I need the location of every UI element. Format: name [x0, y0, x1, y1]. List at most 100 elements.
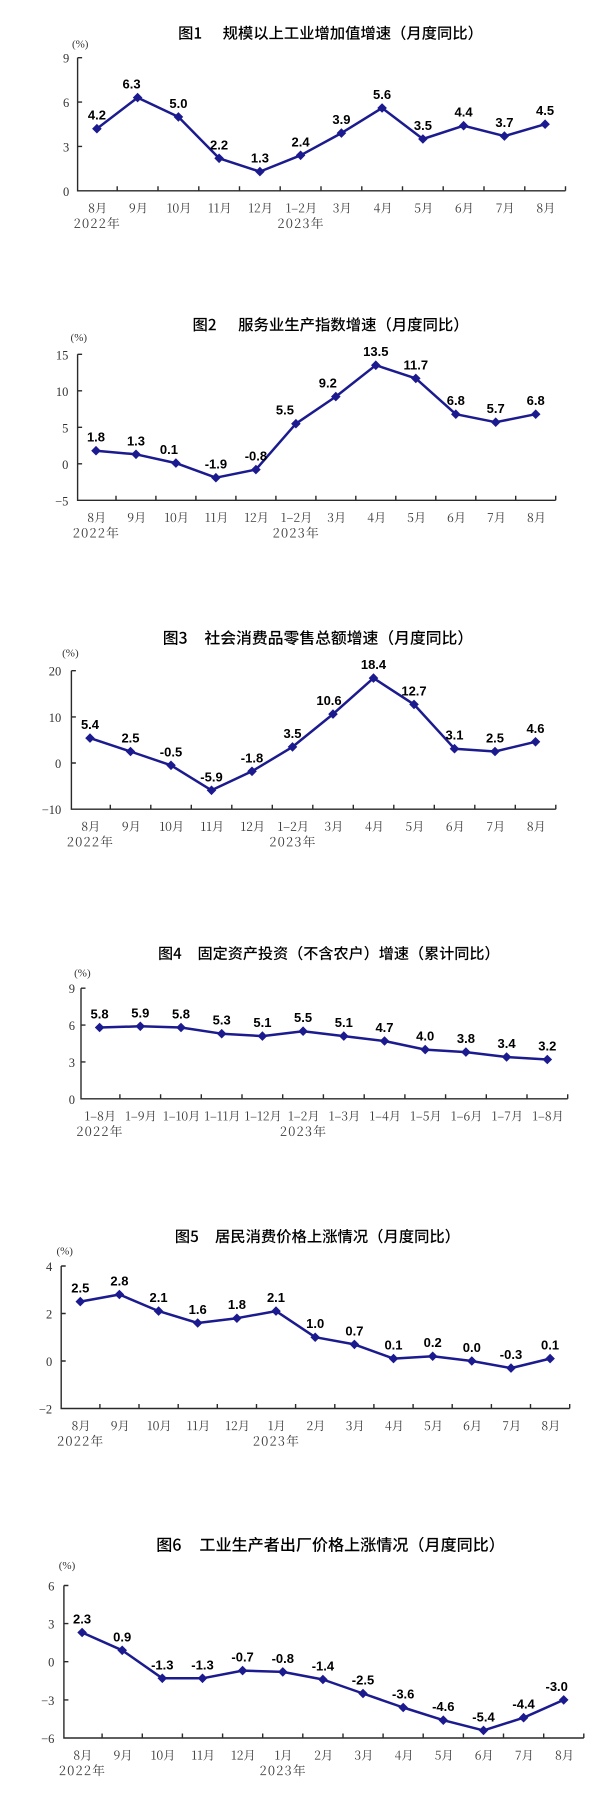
- svg-text:-4.6: -4.6: [432, 1699, 454, 1714]
- svg-text:10: 10: [56, 385, 69, 399]
- svg-text:5.4: 5.4: [81, 717, 100, 732]
- svg-text:10: 10: [49, 711, 62, 725]
- svg-text:(%): (%): [72, 38, 89, 50]
- svg-text:3: 3: [63, 140, 69, 154]
- svg-text:2.1: 2.1: [267, 1290, 285, 1305]
- svg-text:0: 0: [62, 458, 68, 472]
- svg-text:−2: −2: [39, 1403, 52, 1417]
- svg-text:-0.7: -0.7: [231, 1650, 253, 1665]
- svg-text:0: 0: [46, 1355, 52, 1369]
- svg-text:0: 0: [55, 757, 61, 771]
- svg-text:4.7: 4.7: [375, 1020, 393, 1035]
- svg-text:-5.4: -5.4: [472, 1709, 495, 1724]
- svg-text:1.3: 1.3: [127, 433, 145, 448]
- svg-text:5.8: 5.8: [172, 1007, 190, 1022]
- svg-text:(%): (%): [74, 968, 91, 980]
- svg-text:10.6: 10.6: [316, 693, 341, 708]
- svg-text:1.8: 1.8: [87, 430, 105, 445]
- svg-text:0.1: 0.1: [160, 442, 178, 457]
- svg-text:5.3: 5.3: [213, 1013, 231, 1028]
- svg-text:5.0: 5.0: [169, 96, 187, 111]
- svg-text:6: 6: [69, 1019, 75, 1033]
- svg-text:0.1: 0.1: [384, 1338, 402, 1353]
- svg-text:1.8: 1.8: [228, 1297, 246, 1312]
- svg-text:-1.3: -1.3: [151, 1657, 173, 1672]
- svg-text:0: 0: [69, 1093, 75, 1107]
- svg-text:2.2: 2.2: [210, 137, 228, 152]
- svg-text:2: 2: [46, 1308, 52, 1322]
- svg-text:-2.5: -2.5: [352, 1673, 374, 1688]
- svg-text:5.5: 5.5: [294, 1010, 312, 1025]
- svg-text:12.7: 12.7: [401, 683, 426, 698]
- svg-text:6.8: 6.8: [447, 393, 465, 408]
- svg-text:-0.8: -0.8: [272, 1651, 294, 1666]
- svg-text:9.2: 9.2: [319, 376, 337, 391]
- svg-text:3.5: 3.5: [414, 118, 432, 133]
- svg-text:-1.8: -1.8: [241, 750, 263, 765]
- svg-text:-1.3: -1.3: [191, 1657, 213, 1672]
- svg-text:−10: −10: [42, 803, 62, 817]
- svg-text:2.3: 2.3: [73, 1612, 91, 1627]
- svg-text:3.5: 3.5: [283, 726, 301, 741]
- svg-text:0.7: 0.7: [345, 1323, 363, 1338]
- svg-text:0: 0: [48, 1656, 54, 1670]
- svg-text:3.7: 3.7: [495, 115, 513, 130]
- svg-text:2.4: 2.4: [292, 134, 311, 149]
- svg-text:0.0: 0.0: [463, 1340, 481, 1355]
- svg-text:3: 3: [48, 1618, 54, 1632]
- svg-text:1.6: 1.6: [189, 1302, 207, 1317]
- svg-text:0.9: 0.9: [113, 1629, 131, 1644]
- svg-text:13.5: 13.5: [363, 344, 388, 359]
- svg-text:(%): (%): [62, 647, 79, 659]
- svg-text:-0.5: -0.5: [160, 744, 182, 759]
- svg-text:1.0: 1.0: [306, 1316, 324, 1331]
- svg-text:4.2: 4.2: [88, 108, 106, 123]
- svg-text:6.3: 6.3: [123, 77, 141, 92]
- svg-text:(%): (%): [59, 1560, 76, 1572]
- svg-text:6: 6: [63, 96, 69, 110]
- svg-text:4.0: 4.0: [416, 1029, 434, 1044]
- svg-text:−5: −5: [55, 494, 68, 508]
- svg-text:-0.3: -0.3: [500, 1347, 522, 1362]
- svg-text:9: 9: [63, 52, 69, 66]
- svg-text:-1.4: -1.4: [312, 1659, 335, 1674]
- svg-text:-1.9: -1.9: [205, 457, 227, 472]
- svg-text:2.5: 2.5: [486, 731, 504, 746]
- svg-text:4.4: 4.4: [455, 105, 474, 120]
- svg-text:-3.6: -3.6: [392, 1687, 414, 1702]
- svg-text:3.2: 3.2: [538, 1039, 556, 1054]
- svg-text:2.5: 2.5: [71, 1281, 89, 1296]
- svg-text:5.5: 5.5: [276, 403, 294, 418]
- svg-text:2.1: 2.1: [150, 1290, 168, 1305]
- svg-text:5.9: 5.9: [131, 1005, 149, 1020]
- svg-text:6.8: 6.8: [527, 393, 545, 408]
- svg-text:0.1: 0.1: [541, 1338, 559, 1353]
- svg-text:3: 3: [69, 1056, 75, 1070]
- svg-text:5.6: 5.6: [373, 87, 391, 102]
- svg-text:20: 20: [49, 665, 62, 679]
- svg-text:−6: −6: [41, 1732, 54, 1746]
- svg-text:3.4: 3.4: [498, 1036, 517, 1051]
- svg-text:5.7: 5.7: [487, 401, 505, 416]
- svg-text:(%): (%): [71, 332, 88, 344]
- svg-text:3.1: 3.1: [445, 728, 463, 743]
- svg-text:6: 6: [48, 1580, 54, 1594]
- svg-text:0: 0: [63, 185, 69, 199]
- svg-text:-4.4: -4.4: [512, 1697, 535, 1712]
- svg-text:5.1: 5.1: [253, 1015, 271, 1030]
- svg-text:−3: −3: [41, 1694, 54, 1708]
- svg-text:3.9: 3.9: [332, 112, 350, 127]
- svg-text:0.2: 0.2: [424, 1335, 442, 1350]
- svg-text:4.6: 4.6: [526, 721, 544, 736]
- svg-text:5.1: 5.1: [335, 1015, 353, 1030]
- svg-text:18.4: 18.4: [361, 657, 387, 672]
- svg-text:5: 5: [62, 421, 68, 435]
- svg-text:-5.9: -5.9: [200, 769, 222, 784]
- svg-text:-0.8: -0.8: [245, 449, 267, 464]
- svg-text:2.5: 2.5: [121, 731, 139, 746]
- svg-text:3.8: 3.8: [457, 1031, 475, 1046]
- svg-text:9: 9: [69, 982, 75, 996]
- svg-text:5.8: 5.8: [91, 1007, 109, 1022]
- svg-text:1.3: 1.3: [251, 151, 269, 166]
- svg-text:-3.0: -3.0: [545, 1679, 567, 1694]
